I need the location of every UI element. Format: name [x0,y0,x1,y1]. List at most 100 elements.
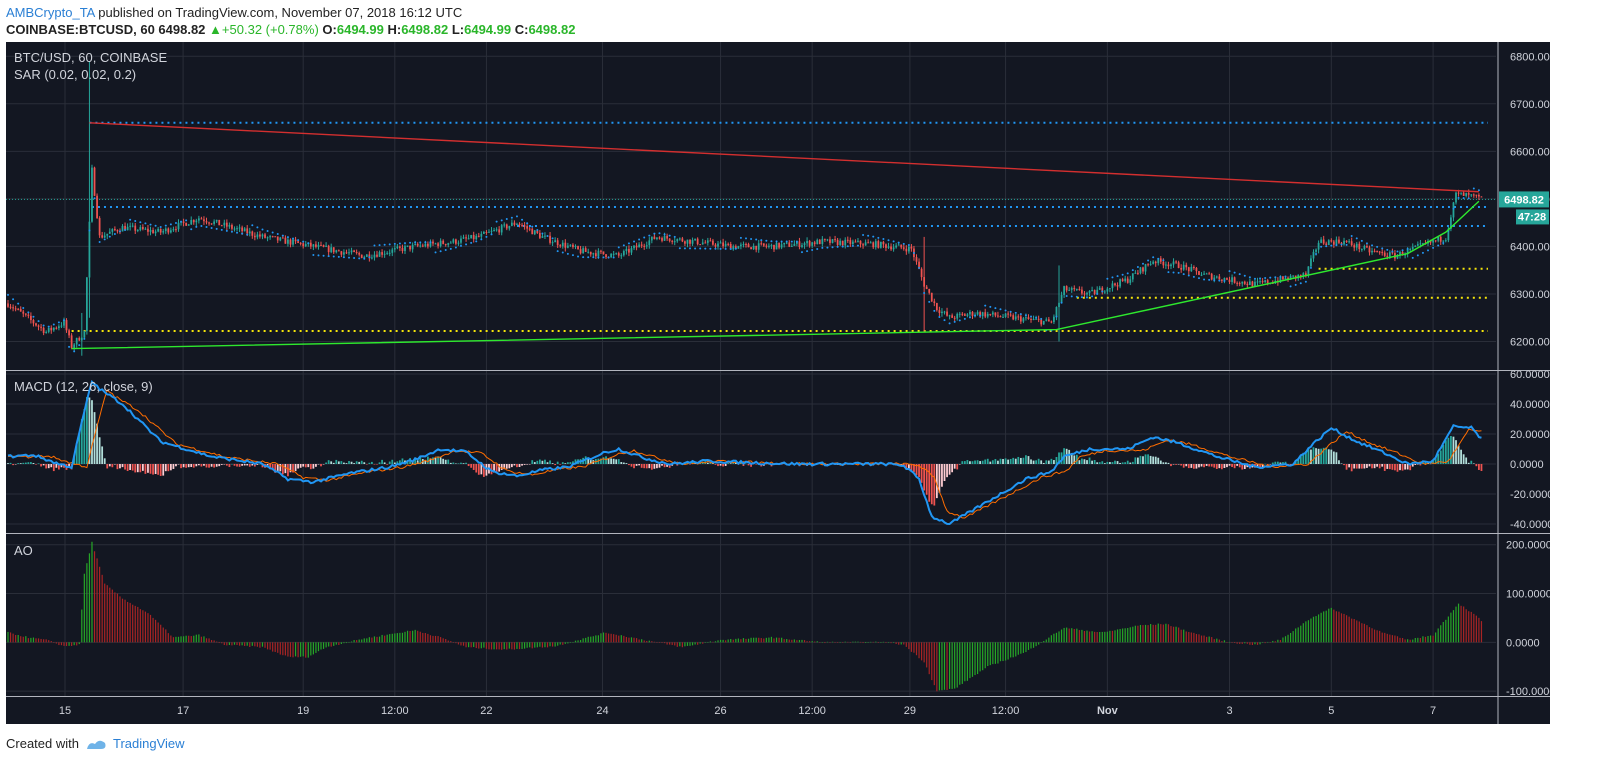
macd-histogram-bar [381,459,383,464]
sar-dot [93,197,96,200]
ao-bar [1282,637,1284,643]
candle-down [246,228,249,234]
chart-svg[interactable]: 6800.006700.006600.006500.006400.006300.… [6,42,1550,724]
ao-bar [859,641,862,643]
macd-histogram-bar [416,460,419,464]
ao-bar [882,641,885,643]
macd-histogram-bar [1032,460,1035,464]
ao-bar [1038,642,1040,645]
candle-up [248,231,251,234]
ao-bar [485,642,488,649]
macd-histogram-bar [668,464,671,468]
ao-bar [373,636,376,643]
sar-dot [912,252,915,255]
sar-dot [230,230,233,233]
candle-down [376,254,378,257]
ao-bar [633,637,635,643]
macd-histogram-bar [1030,459,1032,464]
sar-dot [1467,197,1470,200]
candle-up [887,246,890,248]
sar-dot [27,311,30,314]
candle-down [1243,281,1246,284]
chart-container[interactable]: 6800.006700.006600.006500.006400.006300.… [6,42,1550,724]
candle-up [503,224,506,226]
macd-histogram-bar [391,459,394,464]
candle-up [1411,246,1414,249]
candle-up [1442,240,1445,242]
candle-down [1137,272,1139,274]
ao-bar [559,642,561,645]
macd-histogram-bar [312,464,315,469]
macd-histogram-bar [569,462,572,464]
ao-bar [1371,628,1373,643]
sar-dot [429,241,432,244]
candle-up [1317,242,1320,250]
macd-histogram-bar [1302,452,1305,464]
macd-histogram-bar [953,464,956,469]
candle-down [1338,239,1340,243]
tradingview-brand-link[interactable]: TradingView [112,736,185,751]
ao-bar [498,642,500,650]
macd-histogram-bar [574,459,577,464]
ao-bar [745,638,747,643]
sar-dot [266,230,269,233]
macd-histogram-bar [383,462,386,464]
macd-histogram-bar [243,464,246,466]
ao-bar [526,642,528,648]
sar-dot [719,247,722,250]
ao-bar [948,642,951,689]
author-link[interactable]: AMBCrypto_TA [6,5,95,20]
candle-down [360,254,363,258]
ao-bar [1091,631,1093,643]
candle-up [393,248,396,250]
candle-down [1167,264,1170,267]
macd-histogram-bar [287,464,289,477]
time-axis-label: Nov [1097,705,1119,717]
macd-histogram-bar [45,464,48,469]
ao-bar [887,642,890,643]
candle-up [1053,316,1055,323]
sar-dot [1421,251,1424,254]
ao-bar [1119,628,1121,643]
candle-down [37,325,40,327]
ao-bar [1310,618,1312,643]
ao-bar [971,642,974,677]
ao-bar [200,636,203,643]
candle-up [162,231,165,233]
ao-bar [274,642,276,652]
macd-histogram-bar [60,464,63,468]
candle-down [442,240,445,244]
macd-histogram-bar [551,463,554,464]
sar-dot [1284,275,1287,278]
macd-histogram-bar [1096,462,1099,464]
macd-histogram-bar [386,464,389,465]
ao-bar [1325,610,1327,643]
ao-bar [946,642,948,691]
sar-dot [668,234,671,237]
macd-histogram-bar [500,464,503,470]
candle-up [1460,192,1462,194]
candle-up [510,222,513,226]
ao-bar [195,634,197,643]
ao-bar [198,634,200,643]
macd-histogram-bar [589,459,592,464]
candle-down [208,222,210,224]
candle-up [1098,287,1101,290]
ao-bar [1407,639,1409,643]
macd-histogram-bar [19,463,22,464]
macd-histogram-bar [974,460,976,464]
ao-bar [35,638,37,643]
macd-histogram-bar [124,464,126,470]
macd-histogram-bar [1378,464,1381,469]
macd-histogram-bar [531,460,534,464]
candle-down [628,248,630,253]
ao-bar [844,641,846,643]
macd-histogram-bar [1042,462,1045,464]
candle-down [1177,262,1180,268]
macd-histogram-bar [625,463,628,464]
candle-down [302,243,305,247]
sar-dot [938,315,941,318]
ao-bar [1356,620,1358,643]
candle-down [872,242,875,248]
ao-bar [602,632,605,643]
